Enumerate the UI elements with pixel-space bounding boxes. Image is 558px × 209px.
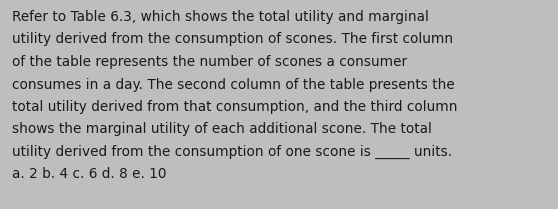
Text: shows the marginal utility of each additional scone. The total: shows the marginal utility of each addit… — [12, 122, 432, 136]
Text: utility derived from the consumption of scones. The first column: utility derived from the consumption of … — [12, 33, 453, 46]
Text: utility derived from the consumption of one scone is _____ units.: utility derived from the consumption of … — [12, 145, 452, 159]
Text: Refer to Table 6.3, which shows the total utility and marginal: Refer to Table 6.3, which shows the tota… — [12, 10, 429, 24]
Text: total utility derived from that consumption, and the third column: total utility derived from that consumpt… — [12, 100, 458, 114]
Text: consumes in a day. The second column of the table presents the: consumes in a day. The second column of … — [12, 78, 455, 92]
Text: a. 2 b. 4 c. 6 d. 8 e. 10: a. 2 b. 4 c. 6 d. 8 e. 10 — [12, 167, 166, 181]
Text: of the table represents the number of scones a consumer: of the table represents the number of sc… — [12, 55, 407, 69]
